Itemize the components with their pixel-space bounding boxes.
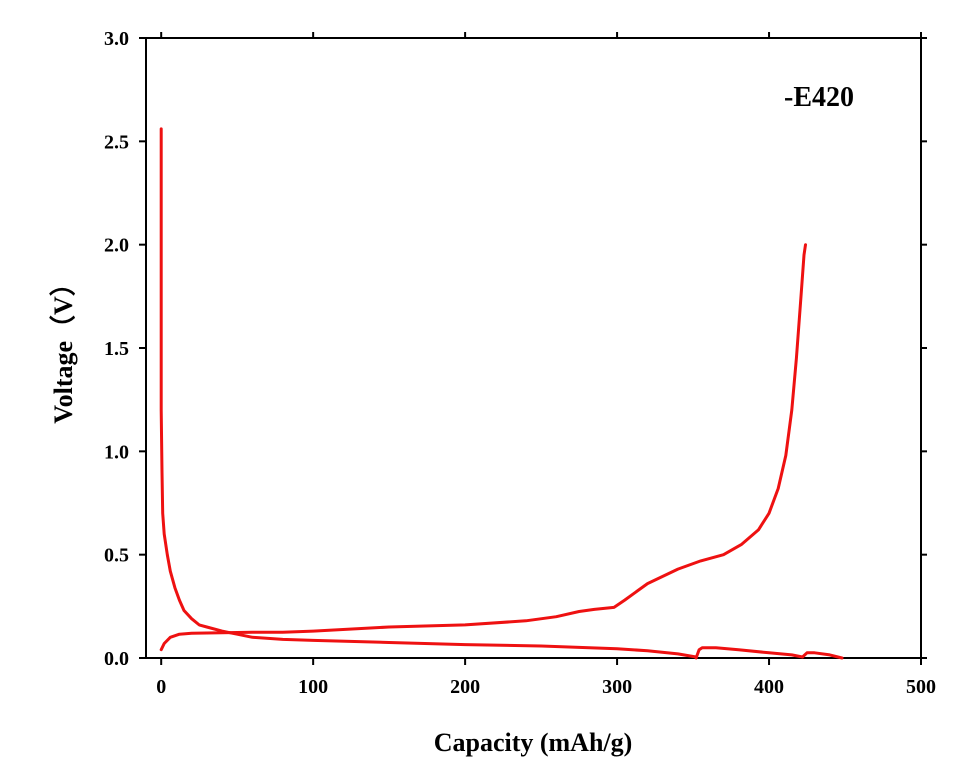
y-tick-label: 1.5 <box>104 338 129 360</box>
plot-border <box>145 37 922 659</box>
y-axis-title: Voltage（V） <box>49 270 78 424</box>
y-tick-label: 2.5 <box>104 131 129 153</box>
y-tick-label: 0.0 <box>104 648 129 670</box>
x-tick-label: 500 <box>906 676 936 698</box>
x-axis-title: Capacity (mAh/g) <box>434 728 633 757</box>
y-tick-label: 2.0 <box>104 235 129 257</box>
plot-curves <box>159 127 844 660</box>
x-tick-label: 300 <box>602 676 632 698</box>
curve-discharge <box>159 127 698 659</box>
x-tick-label: 400 <box>754 676 784 698</box>
x-tick-label: 200 <box>450 676 480 698</box>
curve-charge <box>159 243 807 652</box>
plot-frame <box>145 37 922 659</box>
y-tick-label: 1.0 <box>104 441 129 463</box>
curve-discharge-2 <box>694 646 804 660</box>
y-axis-ticks: 0.0 0.5 1.0 1.5 2.0 2.5 3.0 <box>104 28 927 670</box>
x-tick-label: 0 <box>156 676 166 698</box>
sample-label: -E420 <box>784 82 854 113</box>
x-axis-ticks: 0 100 200 300 400 500 <box>156 32 936 698</box>
x-tick-label: 100 <box>298 676 328 698</box>
y-tick-label: 0.5 <box>104 545 129 567</box>
curve-discharge-3 <box>801 651 844 660</box>
y-tick-label: 3.0 <box>104 28 129 50</box>
